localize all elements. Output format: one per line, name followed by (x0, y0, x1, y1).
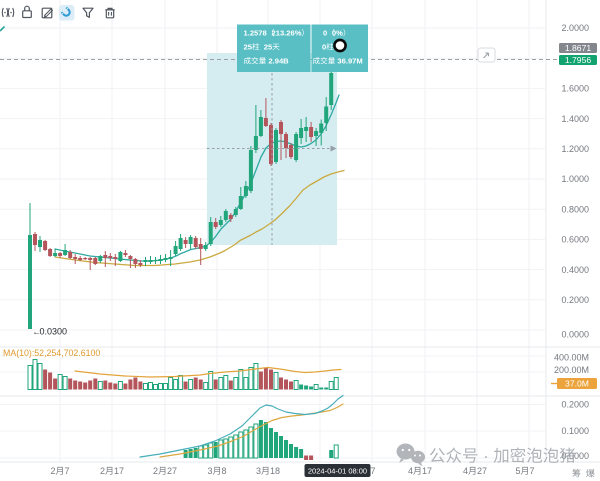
svg-text:0.8000: 0.8000 (561, 204, 589, 214)
svg-text:18: 18 (270, 466, 280, 476)
svg-text:1.4000: 1.4000 (561, 114, 589, 124)
svg-text:2.94B: 2.94B (268, 57, 289, 66)
svg-text:0: 0 (322, 43, 326, 52)
svg-text:0.4000: 0.4000 (561, 265, 589, 275)
svg-text:200.00M: 200.00M (554, 365, 589, 375)
svg-text:0.0300: 0.0300 (40, 327, 68, 337)
svg-text:1.7956: 1.7956 (565, 55, 592, 65)
svg-text:1.0000: 1.0000 (561, 174, 589, 184)
svg-text:27: 27 (477, 466, 487, 476)
svg-text:0.0000: 0.0000 (561, 451, 589, 461)
svg-text:400.00M: 400.00M (554, 353, 589, 363)
svg-text:7: 7 (530, 466, 535, 476)
svg-text:0%: 0% (332, 29, 343, 38)
svg-text:3: 3 (256, 466, 261, 476)
svg-text:3: 3 (208, 466, 213, 476)
svg-text:7: 7 (65, 466, 70, 476)
svg-text:2: 2 (153, 466, 158, 476)
svg-text:1.2000: 1.2000 (561, 144, 589, 154)
svg-text:·: · (483, 448, 489, 466)
svg-text:17: 17 (422, 466, 432, 476)
svg-text:2024-04-01 08:00: 2024-04-01 08:00 (308, 467, 367, 476)
svg-text:1.8671: 1.8671 (565, 43, 592, 53)
svg-text:25: 25 (244, 43, 253, 52)
svg-text:0.2000: 0.2000 (561, 400, 589, 410)
svg-text:1.2578: 1.2578 (244, 29, 267, 38)
svg-text:5: 5 (516, 466, 521, 476)
svg-text:4: 4 (408, 466, 413, 476)
svg-text:36.97M: 36.97M (337, 57, 362, 66)
svg-text:7: 7 (370, 466, 375, 476)
svg-text:213.26%: 213.26% (272, 29, 302, 38)
svg-text:0.0000: 0.0000 (561, 330, 589, 340)
svg-text:2: 2 (51, 466, 56, 476)
svg-text:25: 25 (264, 43, 273, 52)
svg-text:27: 27 (167, 466, 177, 476)
svg-text:0: 0 (323, 29, 327, 38)
svg-text:0.2000: 0.2000 (561, 295, 589, 305)
svg-text:←: ← (33, 327, 42, 337)
svg-text:1.6000: 1.6000 (561, 84, 589, 94)
svg-text:MA(10):52,254,702.6100: MA(10):52,254,702.6100 (3, 348, 100, 358)
svg-text:8: 8 (222, 466, 227, 476)
svg-text:4: 4 (463, 466, 468, 476)
svg-text:17: 17 (114, 466, 124, 476)
svg-text:0.6000: 0.6000 (561, 235, 589, 245)
svg-text:0.1000: 0.1000 (561, 426, 589, 436)
svg-text:37.0M: 37.0M (565, 379, 589, 389)
svg-text:2.0000: 2.0000 (561, 23, 589, 33)
svg-text:2: 2 (100, 466, 105, 476)
